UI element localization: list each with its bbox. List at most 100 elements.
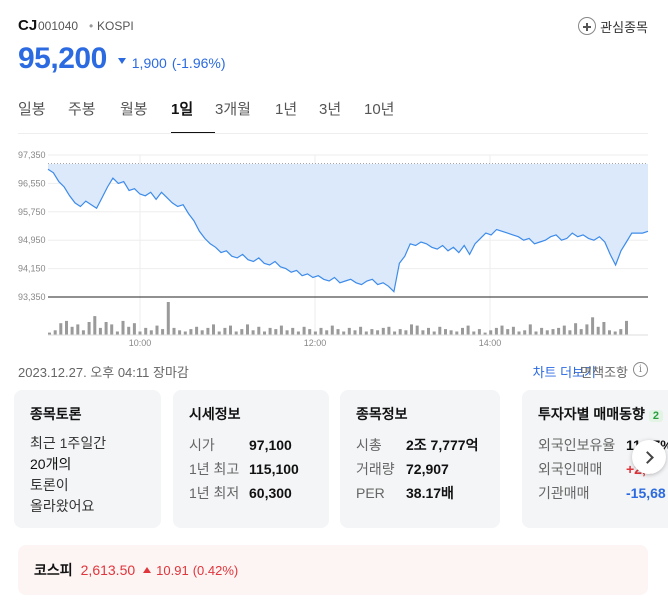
- volume-bar: [608, 330, 611, 335]
- volume-bar: [132, 323, 136, 335]
- tab-daily[interactable]: 일봉: [18, 101, 46, 118]
- volume-bar: [449, 330, 453, 335]
- y-tick-label: 94,150: [18, 264, 46, 274]
- volume-bar: [489, 330, 493, 335]
- volume-bar: [477, 329, 481, 335]
- volume-bar: [166, 302, 170, 335]
- tab-weekly[interactable]: 주봉: [68, 101, 96, 118]
- volume-bar: [246, 324, 249, 335]
- tab-10year[interactable]: 10년: [364, 101, 395, 118]
- tab-1day[interactable]: 1일: [171, 98, 215, 134]
- tabs-divider: [18, 133, 648, 134]
- volume-bar: [229, 325, 232, 335]
- x-tick-label: 14:00: [479, 338, 502, 348]
- card-forum[interactable]: 종목토론 최근 1주일간 20개의 토론이 올라왔어요: [14, 390, 161, 528]
- volume-bar: [274, 329, 278, 335]
- info-row: 1년 최고 115,100: [189, 457, 313, 481]
- current-price: 95,200: [18, 42, 107, 75]
- volume-bar: [296, 331, 300, 335]
- volume-bar: [149, 330, 153, 335]
- quote-row: 95,200 1,900 (-1.96%): [18, 42, 226, 78]
- volume-bar: [613, 331, 617, 335]
- volume-bar: [155, 325, 159, 335]
- triangle-down-icon: [117, 58, 126, 64]
- volume-bar: [562, 325, 566, 335]
- index-name: 코스피: [34, 562, 73, 578]
- info-row: 1년 최저 60,300: [189, 481, 313, 505]
- card-stock-info[interactable]: 종목정보 시총 2조 7,777억 거래량 72,907 PER 38.17배: [340, 390, 500, 528]
- volume-bar: [189, 329, 193, 335]
- volume-bar: [302, 326, 306, 336]
- volume-bar: [545, 330, 549, 335]
- tab-3year[interactable]: 3년: [319, 101, 342, 118]
- volume-bar: [517, 331, 521, 335]
- info-value: 72,907: [406, 461, 449, 477]
- volume-bar: [206, 327, 210, 335]
- volume-bar: [568, 330, 572, 335]
- info-cards: 종목토론 최근 1주일간 20개의 토론이 올라왔어요 시세정보 시가 97,10…: [14, 390, 668, 528]
- price-area: [48, 163, 648, 292]
- volume-bar: [393, 331, 397, 335]
- y-tick-label: 95,750: [18, 207, 46, 217]
- volume-bar: [53, 330, 57, 335]
- volume-bar: [76, 324, 80, 335]
- volume-bar: [444, 329, 447, 335]
- volume-bar: [285, 330, 289, 335]
- info-key: 1년 최고: [189, 461, 240, 477]
- volume-bar: [415, 325, 419, 335]
- info-value: 38.17배: [406, 485, 454, 501]
- stock-name: CJ: [18, 17, 38, 34]
- volume-bar: [98, 327, 102, 335]
- volume-bar: [585, 324, 589, 335]
- info-value: 60,300: [249, 485, 292, 501]
- volume-bar: [279, 325, 283, 335]
- volume-bar: [591, 317, 595, 335]
- more-chart-link[interactable]: 차트 더보기: [532, 365, 596, 380]
- info-icon[interactable]: i: [633, 362, 648, 377]
- volume-bar: [330, 325, 334, 335]
- index-bar[interactable]: 코스피 2,613.50 10.91 (0.42%): [18, 545, 648, 595]
- card-market-info[interactable]: 시세정보 시가 97,100 1년 최고 115,100 1년 최저 60,300: [173, 390, 329, 528]
- info-value: 115,100: [249, 461, 299, 477]
- volume-bar: [342, 331, 346, 335]
- stock-code: 001040: [38, 19, 79, 33]
- price-change: 1,900: [131, 55, 167, 71]
- market-name: KOSPI: [97, 19, 134, 33]
- volume-bar: [421, 330, 425, 335]
- info-key: 시가: [189, 437, 215, 453]
- info-row: 시가 97,100: [189, 433, 313, 457]
- volume-bar: [347, 327, 351, 335]
- volume-bar: [115, 331, 119, 335]
- volume-bar: [313, 331, 317, 335]
- x-tick-label: 10:00: [129, 338, 152, 348]
- card-title: 시세정보: [189, 406, 241, 422]
- disclaimer-link[interactable]: · 면책조항: [572, 365, 628, 380]
- watchlist-button[interactable]: 관심종목: [578, 14, 648, 38]
- tab-3month[interactable]: 3개월: [215, 101, 251, 118]
- chevron-right-icon: [641, 450, 654, 464]
- volume-bar: [602, 322, 606, 335]
- index-change: 10.91: [156, 562, 189, 578]
- volume-bar: [455, 331, 459, 335]
- separator-dot: •: [89, 19, 94, 33]
- tab-monthly[interactable]: 월봉: [120, 101, 148, 118]
- forum-line: 최근 1주일간: [30, 435, 107, 451]
- volume-bar: [93, 316, 97, 335]
- index-change-percent: (0.42%): [192, 562, 239, 578]
- tab-1year[interactable]: 1년: [275, 101, 298, 118]
- stock-header: CJ 001040 • KOSPI 관심종목: [18, 14, 648, 38]
- next-cards-button[interactable]: [632, 440, 666, 474]
- y-tick-label: 96,550: [18, 178, 46, 188]
- price-change-percent: (-1.96%): [171, 55, 226, 71]
- volume-bar: [81, 330, 85, 335]
- volume-bar: [223, 327, 227, 335]
- volume-bar: [472, 331, 476, 335]
- volume-bar: [461, 327, 464, 335]
- volume-bar: [579, 329, 583, 335]
- volume-bar: [183, 331, 187, 335]
- volume-bar: [104, 322, 108, 335]
- volume-bar: [557, 327, 561, 335]
- intraday-chart[interactable]: 97,350 96,550 95,750 94,950 94,150 93,350 10:0…: [0, 140, 668, 355]
- info-row: 거래량 72,907: [356, 457, 484, 481]
- volume-bar: [59, 323, 63, 335]
